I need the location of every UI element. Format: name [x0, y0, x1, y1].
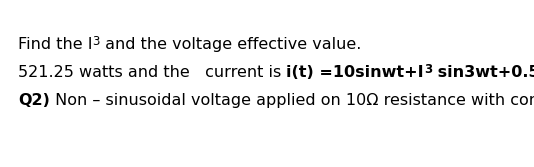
- Text: Non – sinusoidal voltage applied on 10Ω resistance with consumed power: Non – sinusoidal voltage applied on 10Ω …: [50, 93, 534, 108]
- Text: and the voltage effective value.: and the voltage effective value.: [100, 37, 361, 52]
- Text: 3: 3: [424, 63, 432, 76]
- Text: 3: 3: [92, 35, 100, 48]
- Text: Find the I: Find the I: [18, 37, 92, 52]
- Text: Q2): Q2): [18, 93, 50, 108]
- Text: i(t) =10sinwt+I: i(t) =10sinwt+I: [286, 65, 424, 80]
- Text: 521.25 watts and the   current is: 521.25 watts and the current is: [18, 65, 286, 80]
- Text: sin3wt+0.5 sin5wt Amp: sin3wt+0.5 sin5wt Amp: [432, 65, 534, 80]
